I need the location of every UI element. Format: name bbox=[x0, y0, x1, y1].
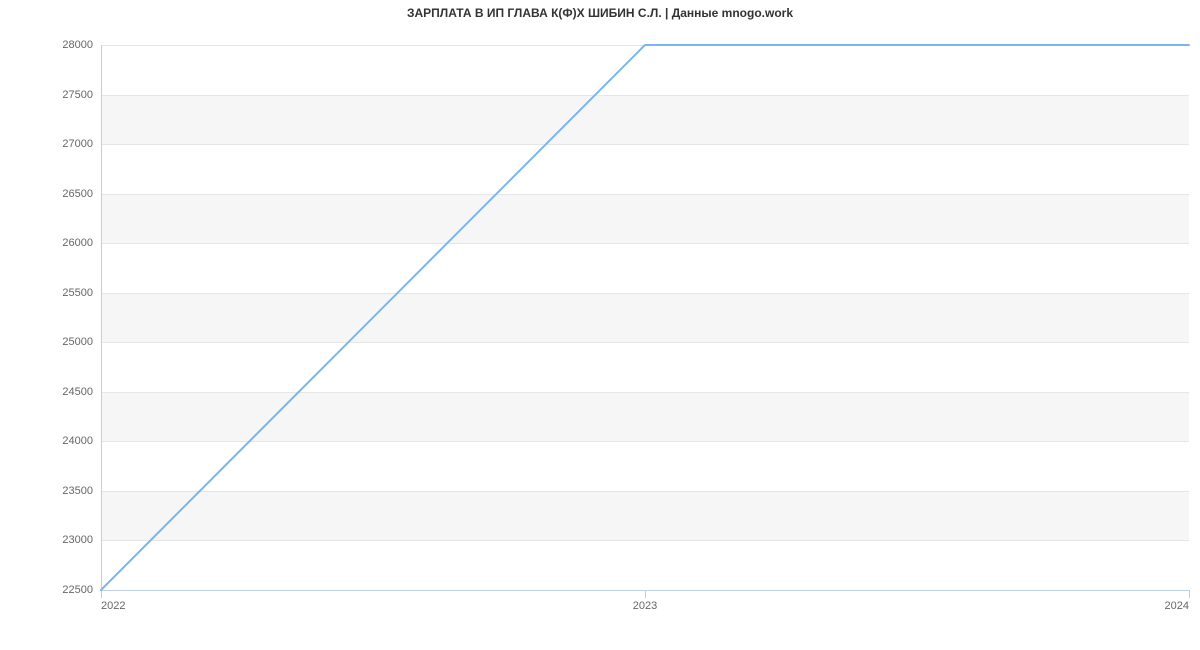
y-tick-label: 25500 bbox=[62, 287, 101, 299]
x-tick-mark bbox=[1189, 590, 1190, 598]
plot-area: 2250023000235002400024500250002550026000… bbox=[101, 45, 1189, 590]
y-tick-label: 26000 bbox=[62, 237, 101, 249]
series-line-salary bbox=[101, 45, 1189, 590]
y-tick-label: 24500 bbox=[62, 386, 101, 398]
x-tick-label: 2022 bbox=[101, 590, 125, 612]
chart-title: ЗАРПЛАТА В ИП ГЛАВА К(Ф)Х ШИБИН С.Л. | Д… bbox=[0, 6, 1200, 20]
y-tick-label: 27000 bbox=[62, 138, 101, 150]
salary-line-chart: ЗАРПЛАТА В ИП ГЛАВА К(Ф)Х ШИБИН С.Л. | Д… bbox=[0, 0, 1200, 650]
series-layer bbox=[101, 45, 1189, 590]
y-tick-label: 28000 bbox=[62, 39, 101, 51]
y-tick-label: 26500 bbox=[62, 188, 101, 200]
x-tick-label: 2023 bbox=[633, 590, 657, 612]
y-tick-label: 23000 bbox=[62, 534, 101, 546]
y-tick-label: 24000 bbox=[62, 435, 101, 447]
x-tick-label: 2024 bbox=[1165, 590, 1189, 612]
y-tick-label: 22500 bbox=[62, 584, 101, 596]
y-tick-label: 23500 bbox=[62, 485, 101, 497]
y-tick-label: 25000 bbox=[62, 336, 101, 348]
y-tick-label: 27500 bbox=[62, 89, 101, 101]
